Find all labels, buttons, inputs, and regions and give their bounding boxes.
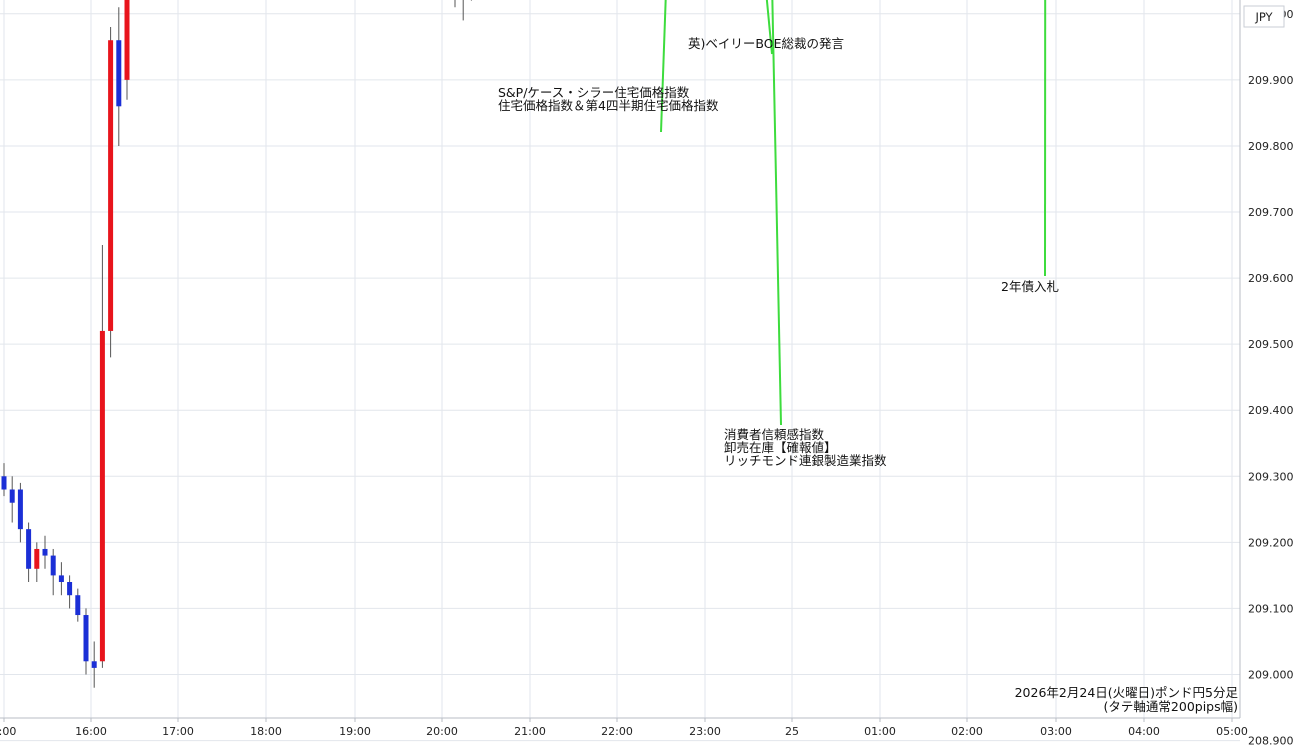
y-tick-label: 209.500 xyxy=(1248,338,1294,351)
candle-down xyxy=(9,489,15,503)
candle-up xyxy=(34,548,40,569)
x-tick-label: 17:00 xyxy=(162,725,194,738)
x-tick-label: 22:00 xyxy=(601,725,633,738)
x-tick-label: 20:00 xyxy=(426,725,458,738)
y-tick-label: 209.800 xyxy=(1248,140,1294,153)
x-tick-label: 02:00 xyxy=(951,725,983,738)
candle-down xyxy=(91,661,97,668)
x-tick-label: 01:00 xyxy=(864,725,896,738)
annotation-pointer-line xyxy=(771,0,782,426)
candle-down xyxy=(116,40,122,107)
y-tick-label: 208.900 xyxy=(1248,735,1294,745)
y-tick-label: 209.300 xyxy=(1248,470,1294,483)
y-tick-label: 209.000 xyxy=(1248,669,1294,682)
y-tick-label: 209.900 xyxy=(1248,74,1294,87)
candle-down xyxy=(83,615,89,662)
x-tick-label: 16:00 xyxy=(75,725,107,738)
x-tick-label: 03:00 xyxy=(1040,725,1072,738)
x-tick-label: 21:00 xyxy=(514,725,546,738)
x-tick-label: 25 xyxy=(785,725,799,738)
y-tick-label: 209.600 xyxy=(1248,272,1294,285)
candle-down xyxy=(50,555,56,576)
grid-lines xyxy=(0,0,1240,742)
candle-down xyxy=(17,489,23,530)
x-tick-label: 05:00 xyxy=(1216,725,1248,738)
currency-label: JPY xyxy=(1254,10,1273,24)
y-tick-label: 209.700 xyxy=(1248,206,1294,219)
chart-caption-line2: (タテ軸通常200pips幅) xyxy=(1104,699,1238,714)
annotation-text: 2年債入札 xyxy=(1001,279,1059,294)
x-tick-label: 04:00 xyxy=(1128,725,1160,738)
annotation-pointer-line xyxy=(660,0,667,133)
candle-down xyxy=(26,529,32,569)
x-tick-label: 18:00 xyxy=(250,725,282,738)
y-tick-label: 209.200 xyxy=(1248,536,1294,549)
y-tick-label: 209.100 xyxy=(1248,602,1294,615)
annotation-text: 卸売在庫【確報値】 xyxy=(724,440,837,455)
annotation-text: リッチモンド連銀製造業指数 xyxy=(724,453,887,468)
candle-up xyxy=(99,330,105,662)
candle-down xyxy=(42,548,48,556)
candle-down xyxy=(75,595,81,616)
candle-down xyxy=(67,582,73,596)
annotation-text: S&P/ケース・シラー住宅価格指数 xyxy=(498,85,690,100)
x-tick-label: 5:00 xyxy=(0,725,16,738)
candle-up xyxy=(108,40,114,331)
time-axis: 5:00 16:00 17:00 18:00 19:00 20:00 21:00 22:00 2… xyxy=(0,717,1248,738)
x-tick-label: 23:00 xyxy=(689,725,721,738)
y-tick-label: 209.400 xyxy=(1248,404,1294,417)
annotation-text: 住宅価格指数＆第4四半期住宅価格指数 xyxy=(498,98,719,113)
chart-caption-line1: 2026年2月24日(火曜日)ポンド円5分足 xyxy=(1015,685,1239,700)
candle-down xyxy=(58,575,64,583)
candle-up xyxy=(124,0,130,80)
x-tick-label: 19:00 xyxy=(339,725,371,738)
annotation-text: 英)ベイリーBOE総裁の発言 xyxy=(688,36,844,51)
annotation-text: 消費者信頼感指数 xyxy=(724,427,825,442)
candle-down xyxy=(1,476,7,490)
price-axis: 208.900 209.000 209.100 209.200 209.300 209.4… xyxy=(1239,0,1294,745)
currency-label-box xyxy=(1243,5,1285,28)
candles xyxy=(1,0,472,688)
